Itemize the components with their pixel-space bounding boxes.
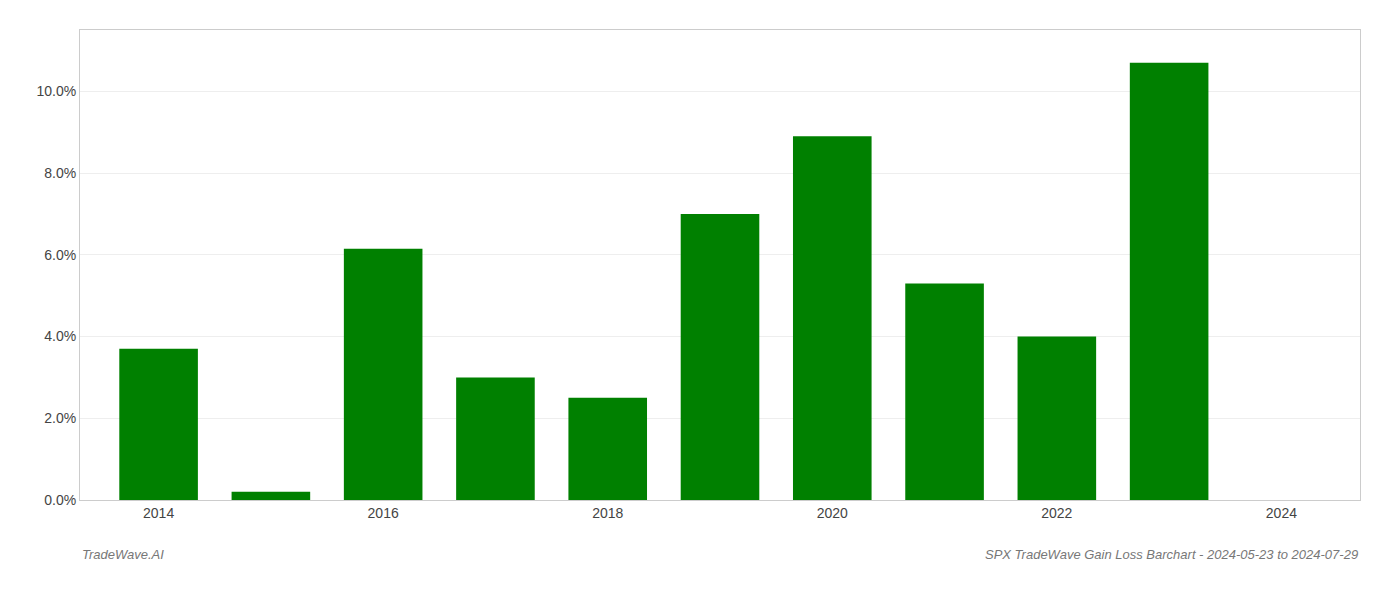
svg-text:2018: 2018 [592,505,623,521]
svg-text:TradeWave.AI: TradeWave.AI [82,547,164,562]
svg-text:2014: 2014 [143,505,174,521]
svg-text:0.0%: 0.0% [44,492,76,508]
svg-text:8.0%: 8.0% [44,165,76,181]
svg-text:2022: 2022 [1041,505,1072,521]
svg-text:2024: 2024 [1266,505,1297,521]
svg-text:10.0%: 10.0% [36,83,76,99]
svg-text:2020: 2020 [817,505,848,521]
svg-text:SPX TradeWave Gain Loss Barcha: SPX TradeWave Gain Loss Barchart - 2024-… [985,547,1358,562]
svg-text:4.0%: 4.0% [44,328,76,344]
svg-text:2016: 2016 [368,505,399,521]
svg-text:6.0%: 6.0% [44,247,76,263]
svg-text:2.0%: 2.0% [44,410,76,426]
